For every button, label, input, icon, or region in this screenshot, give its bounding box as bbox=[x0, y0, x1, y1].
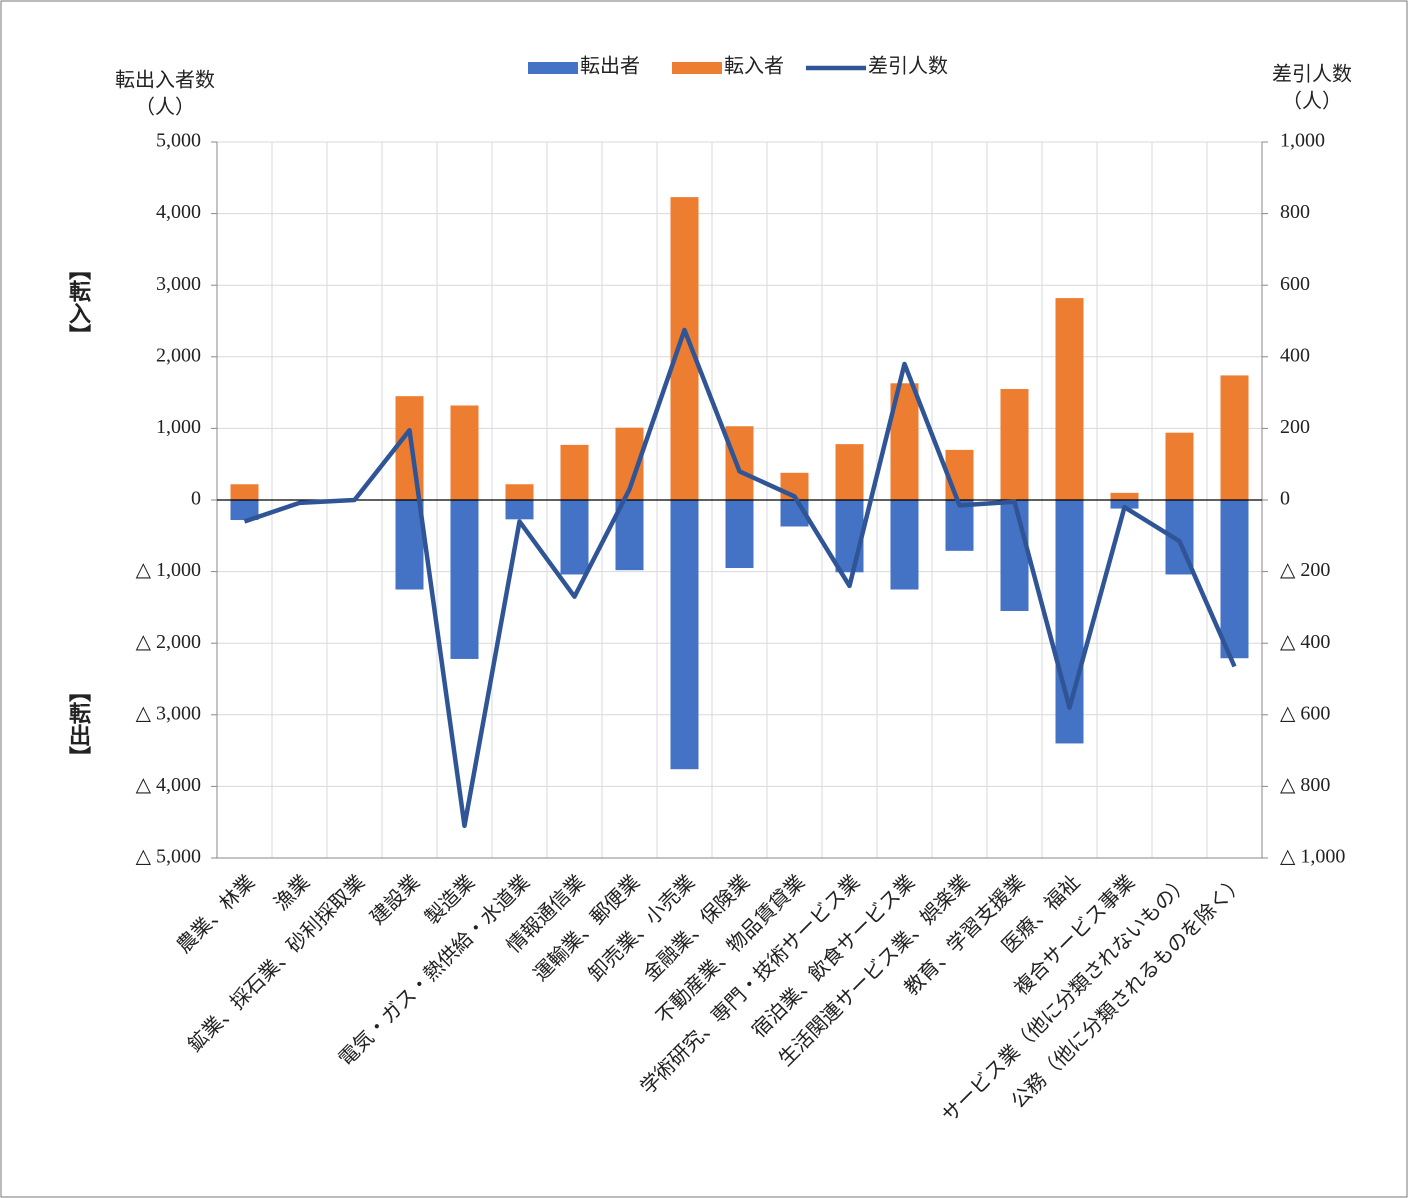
bar bbox=[1165, 432, 1194, 500]
legend-label: 差引人数 bbox=[868, 55, 948, 78]
side-label-in: 【転入】 bbox=[66, 258, 91, 346]
y-tick-label: 1,000 bbox=[156, 416, 201, 438]
bar bbox=[1110, 492, 1139, 500]
y-tick-label: △ 3,000 bbox=[136, 702, 201, 724]
y-tick-label: 0 bbox=[191, 488, 201, 510]
bar bbox=[1055, 298, 1084, 500]
y2-tick-label: △ 1,000 bbox=[1280, 846, 1345, 868]
bar bbox=[505, 500, 534, 520]
y-tick-label: △ 5,000 bbox=[136, 846, 201, 868]
y2-tick-label: △ 400 bbox=[1280, 631, 1330, 653]
bar bbox=[450, 405, 479, 500]
y-axis-label: 転出入者数 bbox=[115, 69, 215, 92]
y-tick-label: △ 1,000 bbox=[136, 559, 201, 581]
bar bbox=[945, 449, 974, 500]
bar bbox=[230, 484, 259, 500]
y2-tick-label: 800 bbox=[1280, 201, 1310, 223]
y-tick-label: 4,000 bbox=[156, 201, 201, 223]
legend-label: 転入者 bbox=[724, 55, 784, 78]
bar bbox=[1110, 500, 1139, 509]
bar bbox=[395, 500, 424, 590]
bar bbox=[835, 444, 864, 500]
y-tick-label: 2,000 bbox=[156, 344, 201, 366]
side-label-out: 【転出】 bbox=[66, 680, 91, 768]
bar bbox=[890, 500, 919, 590]
y2-tick-label: △ 200 bbox=[1280, 559, 1330, 581]
bar bbox=[560, 444, 589, 500]
y2-tick-label: 600 bbox=[1280, 273, 1310, 295]
legend-swatch bbox=[672, 62, 722, 74]
bar bbox=[560, 500, 589, 575]
legend-swatch bbox=[528, 62, 578, 74]
y2-tick-label: 1,000 bbox=[1280, 130, 1325, 152]
legend-label: 転出者 bbox=[580, 55, 640, 78]
y2-tick-label: 400 bbox=[1280, 344, 1310, 366]
line bbox=[243, 327, 1237, 829]
bar bbox=[725, 426, 754, 500]
y-tick-label: △ 4,000 bbox=[136, 774, 201, 796]
y-axis-unit: （人） bbox=[135, 96, 195, 119]
y2-tick-label: 200 bbox=[1280, 416, 1310, 438]
bar bbox=[230, 500, 259, 521]
y2-axis-unit: （人） bbox=[1282, 90, 1342, 113]
y2-axis-label: 差引人数 bbox=[1272, 63, 1352, 86]
bar bbox=[505, 484, 534, 500]
y2-tick-label: △ 600 bbox=[1280, 702, 1330, 724]
bar bbox=[1000, 500, 1029, 611]
bar bbox=[945, 500, 974, 551]
bar bbox=[725, 500, 754, 569]
y-tick-label: △ 2,000 bbox=[136, 631, 201, 653]
y2-tick-label: △ 800 bbox=[1280, 774, 1330, 796]
bar bbox=[450, 500, 479, 659]
y-tick-label: 3,000 bbox=[156, 273, 201, 295]
y2-tick-label: 0 bbox=[1280, 488, 1290, 510]
bar bbox=[1220, 500, 1249, 659]
bar bbox=[670, 197, 699, 500]
bar bbox=[835, 500, 864, 573]
bar bbox=[1220, 375, 1249, 500]
bar bbox=[670, 500, 699, 770]
y-tick-label: 5,000 bbox=[156, 130, 201, 152]
bar bbox=[1000, 389, 1029, 500]
